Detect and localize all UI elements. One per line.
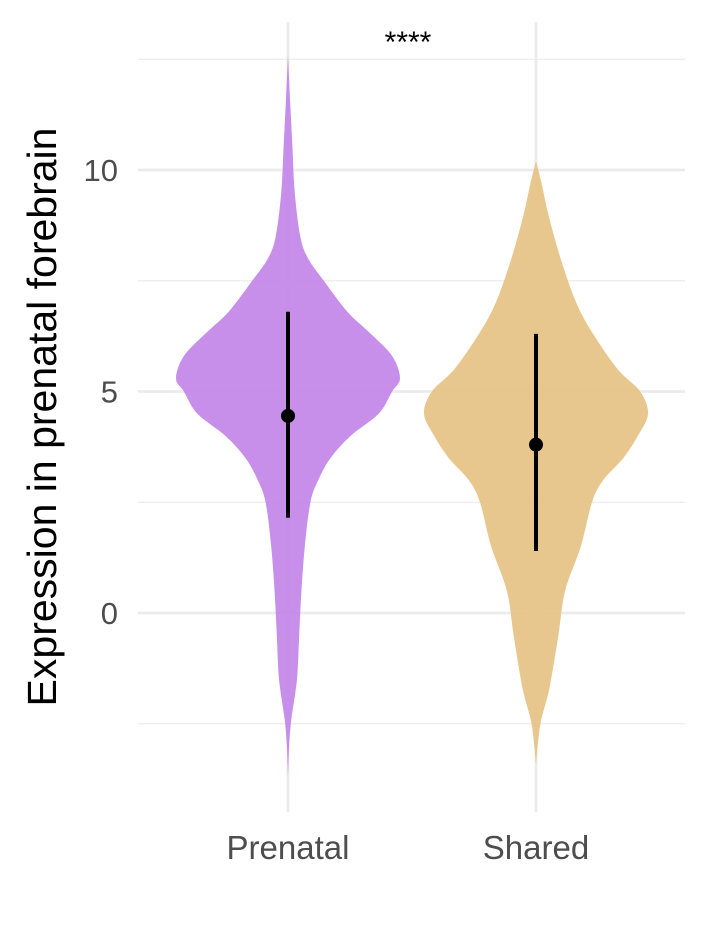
mean-point-prenatal (281, 408, 295, 423)
axes: 0 5 10 Prenatal Shared (84, 153, 590, 866)
y-tick-label: 10 (84, 153, 118, 188)
significance-annotation: **** (385, 26, 432, 59)
x-tick-label-prenatal: Prenatal (227, 829, 350, 866)
violins (176, 54, 649, 777)
x-tick-label-shared: Shared (483, 829, 589, 866)
summary-markers (281, 311, 543, 551)
y-tick-label: 5 (101, 375, 118, 410)
y-axis-label: Expression in prenatal forebrain (19, 128, 65, 707)
mean-point-shared (529, 437, 543, 452)
y-tick-label: 0 (101, 596, 118, 631)
